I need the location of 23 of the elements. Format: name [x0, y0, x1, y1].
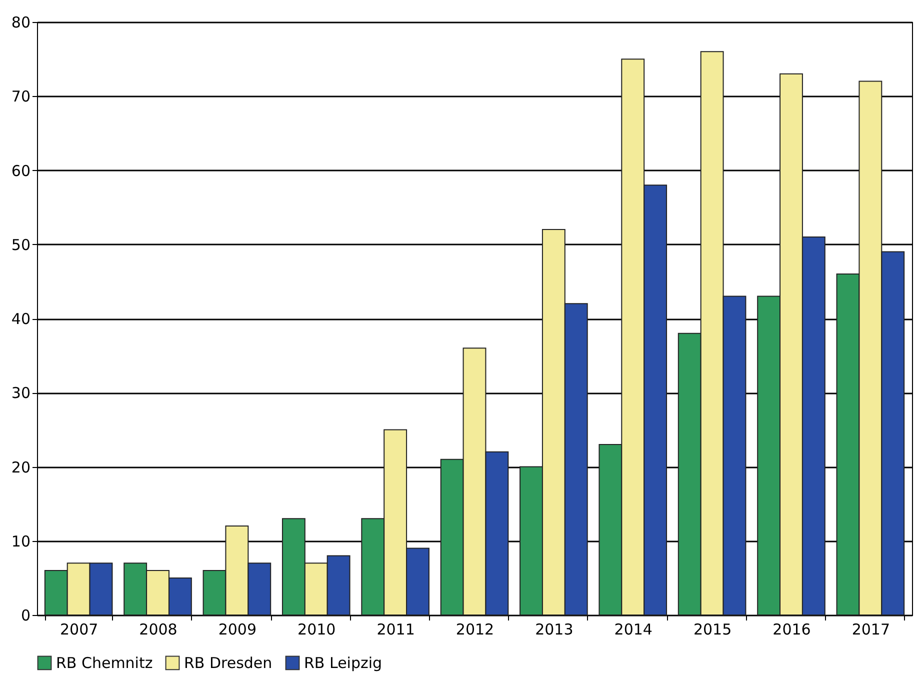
- y-tick-label: 10: [11, 532, 30, 550]
- x-tick-label: 2008: [139, 620, 178, 638]
- legend-label: RB Chemnitz: [56, 654, 153, 672]
- y-tick-label: 30: [11, 384, 30, 402]
- y-tick-label: 50: [11, 236, 30, 254]
- y-tick-label: 60: [11, 162, 30, 180]
- x-tick-label: 2014: [614, 620, 652, 638]
- legend-label: RB Leipzig: [304, 654, 382, 672]
- y-tick-label: 80: [11, 14, 30, 32]
- x-tick-label: 2007: [60, 620, 98, 638]
- y-tick-label: 40: [11, 310, 30, 328]
- x-tick-label: 2009: [218, 620, 257, 638]
- x-tick-label: 2015: [693, 620, 732, 638]
- y-tick-label: 70: [11, 88, 30, 106]
- x-tick-label: 2016: [772, 620, 811, 638]
- y-tick-label: 0: [20, 606, 30, 624]
- x-tick-label: 2013: [535, 620, 574, 638]
- x-tick-label: 2010: [298, 620, 336, 638]
- x-tick-label: 2011: [376, 620, 415, 638]
- x-tick-label: 2012: [456, 620, 494, 638]
- y-tick-label: 20: [11, 458, 30, 476]
- x-tick-label: 2017: [852, 620, 890, 638]
- legend-label: RB Dresden: [184, 654, 272, 672]
